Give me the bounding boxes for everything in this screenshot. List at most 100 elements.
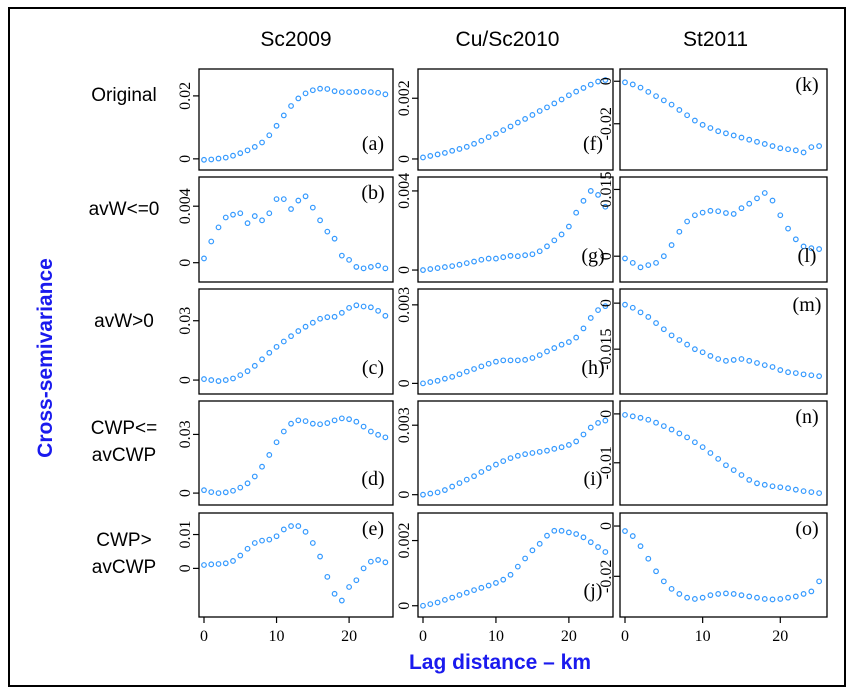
panel-b-point-3 bbox=[215, 224, 222, 231]
row-label-5-line-2: avCWP bbox=[92, 557, 156, 578]
panel-e-point-3 bbox=[215, 561, 222, 567]
panel-b-point-6 bbox=[237, 210, 244, 217]
panel-m-letter: (m) bbox=[793, 294, 822, 316]
panel-a-point-26 bbox=[382, 91, 389, 98]
panel-g-point-11 bbox=[493, 255, 499, 262]
panel-j-ytick-label-1: 0 bbox=[396, 602, 413, 610]
row-label-2: avW<=0 bbox=[89, 199, 160, 220]
panel-m-point-21 bbox=[777, 367, 784, 373]
panel-e-ytick-label-2: 0.01 bbox=[177, 521, 194, 549]
panel-h-point-15 bbox=[522, 356, 529, 363]
panel-o-point-10 bbox=[691, 596, 698, 602]
panel-n-ytick-label-1: 0 bbox=[598, 410, 615, 418]
panel-g-point-9 bbox=[478, 256, 485, 263]
panel-g-point-15 bbox=[522, 252, 529, 259]
panel-n-point-20 bbox=[769, 483, 776, 490]
panel-d-ytick-label-2: 0.03 bbox=[177, 420, 194, 448]
panel-k-point-5 bbox=[653, 93, 659, 100]
panel-b-point-16 bbox=[309, 204, 316, 211]
panel-c-point-14 bbox=[295, 328, 302, 334]
panel-b-point-7 bbox=[244, 220, 251, 227]
panel-f-frame bbox=[417, 68, 614, 171]
row-label-5-line-1: CWP> bbox=[96, 530, 151, 551]
panel-j-point-12 bbox=[500, 576, 507, 583]
panel-j-point-14 bbox=[514, 563, 521, 570]
panel-o-point-7 bbox=[668, 585, 675, 592]
panel-n-point-14 bbox=[723, 462, 729, 469]
panel-d-point-2 bbox=[208, 489, 215, 496]
panel-k-point-13 bbox=[715, 128, 722, 135]
panel-a-point-20 bbox=[338, 89, 345, 96]
panel-n-point-25 bbox=[808, 489, 815, 496]
panel-h-ytick-label-1: 0 bbox=[396, 379, 413, 387]
panel-d-point-13 bbox=[288, 420, 294, 427]
panel-l-ytick-label-1: 0 bbox=[598, 252, 615, 260]
panel-e-point-25 bbox=[375, 557, 382, 563]
panel-j-point-11 bbox=[493, 580, 499, 586]
panel-n-point-24 bbox=[800, 488, 807, 495]
panel-l-point-11 bbox=[699, 209, 706, 216]
panel-m-point-4 bbox=[645, 314, 652, 320]
panel-c-point-12 bbox=[280, 338, 287, 345]
panel-f-point-25 bbox=[595, 78, 601, 85]
panel-d-point-18 bbox=[324, 420, 331, 426]
panel-i-point-22 bbox=[573, 438, 580, 445]
panel-c-point-21 bbox=[346, 304, 352, 311]
panel-m-point-22 bbox=[785, 369, 791, 376]
panel-g-point-7 bbox=[463, 260, 470, 267]
panel-i-point-18 bbox=[544, 447, 550, 454]
panel-e-ytick-label-1: 0 bbox=[177, 564, 194, 572]
panel-h-point-19 bbox=[551, 345, 558, 351]
panel-f-point-13 bbox=[507, 123, 514, 130]
panel-i-point-26 bbox=[602, 417, 609, 424]
panel-g-point-19 bbox=[551, 237, 558, 244]
panel-k-point-14 bbox=[723, 130, 729, 137]
panel-d-letter: (d) bbox=[361, 468, 384, 490]
panel-g-point-5 bbox=[449, 263, 456, 269]
panel-k-point-7 bbox=[668, 101, 675, 108]
panel-e-point-9 bbox=[259, 537, 265, 544]
row-label-3: avW>0 bbox=[94, 311, 154, 332]
panel-d-ytick-label-1: 0 bbox=[177, 489, 194, 497]
panel-o-point-23 bbox=[792, 593, 799, 600]
panel-e-point-24 bbox=[367, 558, 374, 565]
panel-g-ytick-label-1: 0 bbox=[396, 266, 413, 274]
panel-i-point-14 bbox=[514, 452, 521, 459]
panel-m-point-23 bbox=[792, 370, 799, 377]
panel-i-point-13 bbox=[507, 455, 514, 461]
panel-f-point-26 bbox=[602, 77, 609, 83]
panel-k-point-2 bbox=[629, 81, 636, 88]
panel-h-point-25 bbox=[595, 307, 601, 313]
panel-j-point-7 bbox=[463, 589, 470, 596]
panel-m-point-14 bbox=[723, 357, 729, 364]
panel-f-point-21 bbox=[565, 92, 572, 99]
panel-j-frame bbox=[417, 512, 614, 618]
x-axis-title: Lag distance – km bbox=[409, 651, 591, 674]
panel-j-point-19 bbox=[551, 527, 558, 534]
panel-a-point-15 bbox=[302, 90, 309, 97]
panel-c-point-25 bbox=[375, 307, 382, 314]
panel-m-point-3 bbox=[637, 309, 644, 316]
panel-h-point-4 bbox=[441, 375, 448, 382]
panel-h-point-22 bbox=[573, 334, 580, 341]
panel-j-point-1 bbox=[420, 602, 426, 609]
panel-g-point-6 bbox=[456, 261, 463, 268]
panel-b-point-14 bbox=[295, 197, 302, 204]
panel-a-point-24 bbox=[367, 89, 374, 96]
panel-i-point-10 bbox=[485, 465, 492, 471]
panel-k-point-23 bbox=[792, 147, 799, 154]
panel-l-point-14 bbox=[723, 210, 729, 216]
panel-h-point-20 bbox=[558, 341, 565, 348]
panel-b-point-15 bbox=[302, 193, 309, 200]
panel-b-point-2 bbox=[208, 238, 215, 245]
panel-l-letter: (l) bbox=[798, 245, 817, 267]
panel-o-point-18 bbox=[754, 594, 760, 601]
panel-d-point-3 bbox=[215, 490, 222, 496]
panel-l-point-1 bbox=[622, 255, 628, 262]
panel-e-point-13 bbox=[288, 523, 294, 529]
panel-e-frame bbox=[198, 512, 394, 618]
panel-i-point-3 bbox=[434, 489, 441, 496]
panel-e-point-23 bbox=[360, 565, 367, 572]
panel-c-point-23 bbox=[360, 303, 367, 310]
panel-o-point-17 bbox=[746, 593, 753, 600]
